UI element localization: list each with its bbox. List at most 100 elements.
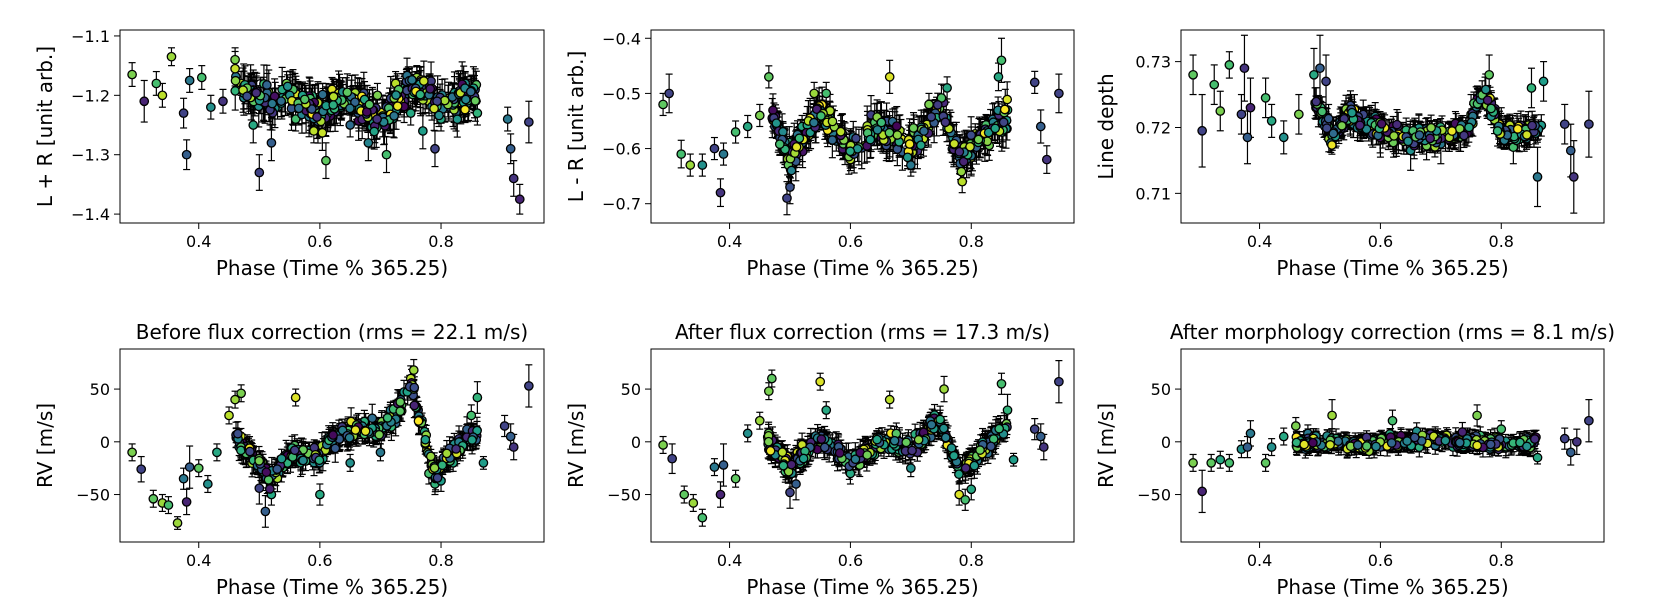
axes-frame <box>119 29 545 224</box>
data-point <box>709 143 720 154</box>
data-point <box>1347 107 1357 118</box>
data-point <box>1486 103 1496 114</box>
data-point <box>415 89 426 100</box>
data-point <box>1425 133 1435 144</box>
data-point <box>785 182 795 193</box>
x-tick-label: 0.4 <box>186 232 211 251</box>
data-point <box>778 126 788 137</box>
data-point <box>845 146 856 157</box>
data-point <box>230 63 240 74</box>
data-point <box>1041 154 1052 165</box>
y-tick-label: −0.6 <box>602 140 641 159</box>
data-point <box>381 149 392 160</box>
data-point <box>905 160 916 170</box>
data-point <box>372 90 383 101</box>
data-point <box>1568 172 1579 182</box>
data-point <box>998 117 1009 128</box>
data-point <box>1266 116 1277 126</box>
data-point <box>786 165 797 176</box>
data-point <box>317 127 328 138</box>
data-point <box>321 155 331 166</box>
data-point <box>892 130 903 140</box>
data-point <box>184 75 195 86</box>
data-point <box>1321 123 1332 134</box>
data-point <box>465 86 476 97</box>
data-point <box>290 114 301 124</box>
data-point <box>166 51 177 62</box>
y-tick-label: −1.2 <box>71 86 110 105</box>
data-point <box>391 90 401 100</box>
data-point <box>954 146 965 157</box>
data-point <box>949 138 960 149</box>
data-point <box>1376 118 1387 129</box>
data-point <box>827 116 838 127</box>
data-point <box>328 91 339 102</box>
data-point <box>1236 109 1247 120</box>
data-point <box>835 126 846 137</box>
data-point <box>884 72 895 82</box>
data-point <box>956 166 967 177</box>
data-point <box>958 156 969 167</box>
data-point <box>904 139 915 149</box>
data-point <box>350 97 360 108</box>
x-tick-label: 0.6 <box>838 232 863 251</box>
data-point <box>809 88 820 99</box>
data-point <box>1459 130 1469 141</box>
data-point <box>966 130 976 141</box>
data-point <box>508 173 519 184</box>
data-point <box>230 86 241 96</box>
data-point <box>230 54 240 65</box>
data-point <box>676 149 687 159</box>
y-tick-label: 0.71 <box>1135 184 1171 203</box>
data-point <box>472 108 483 118</box>
y-tick-label: −0.5 <box>602 84 641 103</box>
data-point <box>418 76 429 86</box>
data-point <box>139 96 150 107</box>
data-point <box>1392 119 1402 130</box>
data-point <box>308 126 319 136</box>
y-axis-label: L - R [unit arb.] <box>564 51 588 203</box>
data-point <box>816 111 826 121</box>
data-point <box>664 88 674 99</box>
data-point <box>876 117 887 128</box>
data-point <box>742 121 753 132</box>
data-point <box>658 99 668 110</box>
data-point <box>505 143 516 154</box>
data-point <box>1403 136 1413 147</box>
data-point <box>916 140 926 151</box>
data-point <box>452 114 463 125</box>
y-tick-label: 0.72 <box>1135 118 1171 137</box>
data-point <box>345 120 356 130</box>
data-point <box>1035 121 1046 132</box>
data-point <box>924 99 934 110</box>
y-axis-label: Line depth <box>1094 73 1118 179</box>
x-axis-label: Phase (Time % 365.25) <box>216 256 448 280</box>
data-point <box>266 137 277 148</box>
data-point <box>1426 122 1436 133</box>
data-point <box>178 108 189 118</box>
x-tick-label: 0.6 <box>1368 232 1393 251</box>
data-point <box>827 135 838 145</box>
axes-frame <box>1180 29 1605 224</box>
data-point <box>754 110 765 121</box>
data-point <box>1293 109 1304 120</box>
data-point <box>1245 102 1256 113</box>
data-point <box>262 80 272 90</box>
data-point <box>1526 83 1537 93</box>
data-point <box>782 193 792 204</box>
data-point <box>718 149 729 159</box>
data-point <box>763 72 774 82</box>
data-point <box>181 149 192 160</box>
axes-frame <box>650 29 1075 224</box>
data-point <box>1584 119 1594 130</box>
x-tick-label: 0.6 <box>307 232 332 251</box>
data-point <box>1492 126 1503 136</box>
data-point <box>372 114 382 125</box>
x-axis-label: Phase (Time % 365.25) <box>746 256 978 280</box>
data-point <box>891 121 902 131</box>
data-point <box>407 75 417 85</box>
data-point <box>369 126 380 137</box>
data-point <box>242 91 252 102</box>
data-point <box>685 160 696 170</box>
x-tick-label: 0.4 <box>1247 232 1272 251</box>
